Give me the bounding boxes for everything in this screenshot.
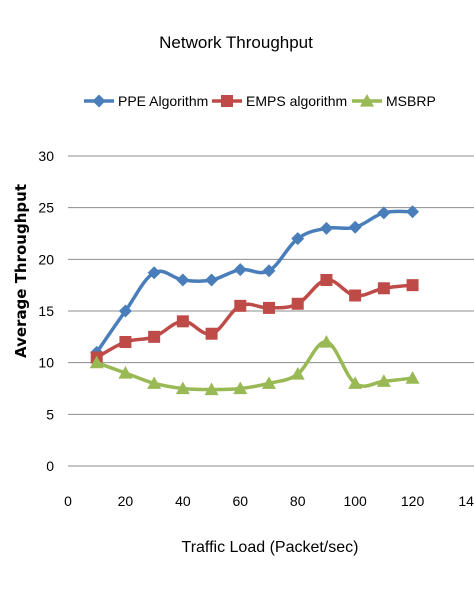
series-ppe-algorithm — [90, 205, 420, 359]
data-point-ppe-algorithm-100 — [348, 220, 362, 234]
series-emps-algorithm — [90, 274, 419, 364]
data-point-msbrp-40 — [175, 381, 190, 395]
y-tick-label-5: 5 — [46, 406, 54, 422]
x-tick-label-0: 0 — [64, 493, 72, 509]
x-tick-label-80: 80 — [290, 493, 306, 509]
data-point-emps-algorithm-50 — [205, 327, 218, 340]
legend-item-msbrp: MSBRP — [352, 93, 436, 109]
x-tick-label-40: 40 — [175, 493, 191, 509]
data-point-emps-algorithm-100 — [349, 289, 362, 302]
x-tick-label-100: 100 — [343, 493, 367, 509]
data-point-ppe-algorithm-90 — [319, 221, 333, 235]
legend-marker-ppe-algorithm — [92, 94, 106, 108]
data-point-ppe-algorithm-80 — [291, 232, 305, 246]
legend-marker-emps-algorithm — [221, 95, 233, 107]
y-tick-label-10: 10 — [38, 355, 54, 371]
legend-label-msbrp: MSBRP — [386, 93, 436, 109]
data-point-ppe-algorithm-20 — [118, 304, 132, 318]
data-point-emps-algorithm-120 — [406, 279, 419, 292]
y-tick-label-30: 30 — [38, 148, 54, 164]
data-point-ppe-algorithm-50 — [205, 273, 219, 287]
data-point-emps-algorithm-20 — [119, 336, 132, 348]
y-tick-label-20: 20 — [38, 251, 54, 267]
data-point-emps-algorithm-60 — [234, 299, 247, 312]
data-point-emps-algorithm-70 — [263, 301, 275, 314]
y-tick-label-15: 15 — [38, 303, 54, 319]
data-point-emps-algorithm-90 — [320, 274, 333, 286]
data-point-ppe-algorithm-70 — [262, 264, 276, 278]
data-point-emps-algorithm-30 — [148, 330, 161, 343]
x-tick-labels: 0 20 40 60 80 100 120 140 — [64, 493, 474, 509]
x-tick-label-60: 60 — [232, 493, 248, 509]
series-msbrp — [89, 335, 420, 396]
legend-marker-msbrp — [360, 94, 374, 107]
data-point-ppe-algorithm-110 — [377, 206, 391, 220]
legend-label-ppe-algorithm: PPE Algorithm — [118, 93, 208, 109]
legend-item-emps-algorithm: EMPS algorithm — [212, 93, 347, 109]
data-point-ppe-algorithm-120 — [406, 205, 420, 219]
data-point-msbrp-110 — [376, 374, 391, 387]
x-tick-label-20: 20 — [118, 493, 134, 509]
series-line-emps-algorithm — [95, 278, 413, 360]
data-point-emps-algorithm-80 — [291, 297, 304, 310]
data-point-emps-algorithm-110 — [377, 282, 390, 295]
data-point-msbrp-70 — [262, 376, 276, 389]
x-tick-label-120: 120 — [401, 493, 425, 509]
data-point-msbrp-60 — [233, 381, 248, 395]
y-tick-labels: 0 5 10 15 20 25 30 — [38, 148, 54, 474]
y-axis-label: Average Throughput — [12, 184, 30, 358]
series-line-msbrp — [96, 340, 413, 392]
y-tick-label-25: 25 — [38, 200, 54, 216]
series-line-ppe-algorithm — [95, 209, 413, 354]
data-point-msbrp-20 — [118, 366, 133, 379]
x-tick-label-140: 140 — [458, 493, 474, 509]
series-group — [89, 205, 420, 396]
legend: PPE Algorithm EMPS algorithm MSBRP — [84, 93, 436, 109]
y-tick-label-0: 0 — [46, 458, 54, 474]
data-point-ppe-algorithm-30 — [147, 266, 161, 280]
data-point-msbrp-30 — [147, 376, 162, 389]
legend-item-ppe-algorithm: PPE Algorithm — [84, 93, 208, 109]
data-point-msbrp-120 — [405, 371, 420, 384]
legend-label-emps-algorithm: EMPS algorithm — [246, 93, 347, 109]
data-point-ppe-algorithm-60 — [233, 263, 247, 277]
chart-title: Network Throughput — [159, 33, 313, 52]
x-axis-label: Traffic Load (Packet/sec) — [182, 539, 359, 556]
data-point-msbrp-90 — [319, 335, 334, 348]
data-point-msbrp-10 — [89, 355, 104, 369]
data-point-msbrp-80 — [290, 367, 305, 380]
data-point-emps-algorithm-40 — [176, 315, 189, 328]
data-point-msbrp-100 — [348, 376, 363, 389]
data-point-msbrp-50 — [204, 382, 219, 396]
data-point-ppe-algorithm-40 — [176, 273, 190, 287]
